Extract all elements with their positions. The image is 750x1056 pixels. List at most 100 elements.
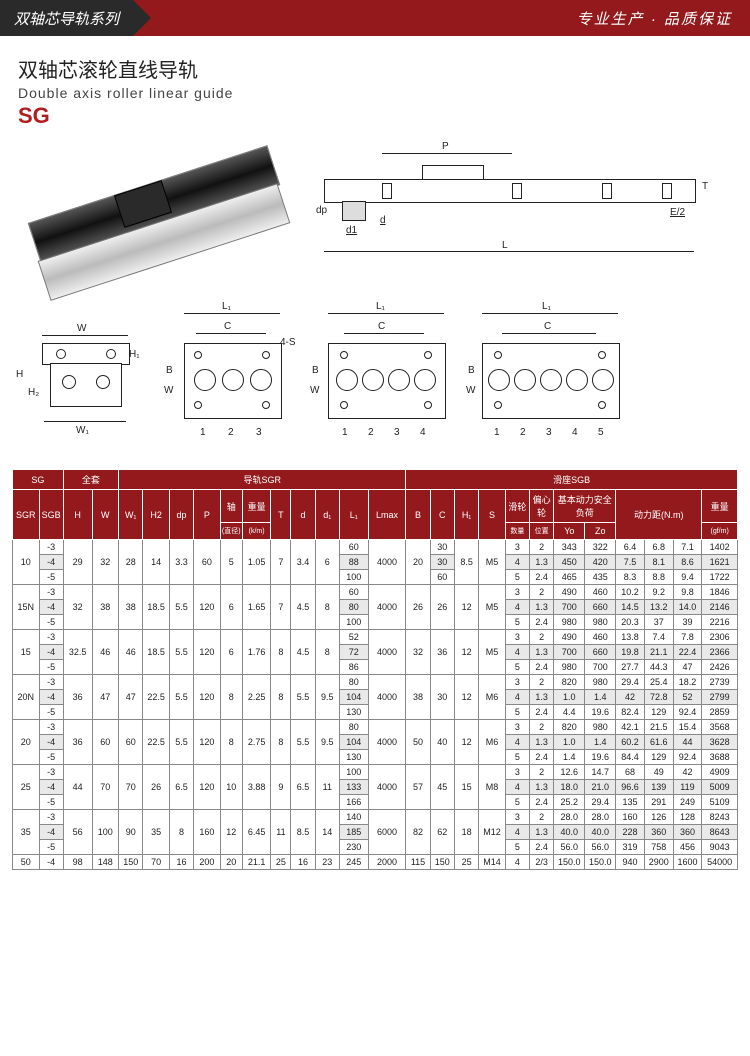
table-cell: 1.0 xyxy=(554,690,585,705)
table-cell: 12 xyxy=(454,630,478,675)
th-wt-sub: (k/m) xyxy=(242,523,271,540)
table-cell: 42 xyxy=(616,690,645,705)
table-cell: 21.1 xyxy=(644,645,673,660)
roller-num: 2 xyxy=(368,427,374,438)
table-cell: 9.5 xyxy=(315,720,339,765)
table-cell: 25 xyxy=(13,765,40,810)
roller-num: 4 xyxy=(572,427,578,438)
table-cell: 8243 xyxy=(702,810,738,825)
table-cell: 11 xyxy=(315,765,339,810)
table-cell: 6 xyxy=(220,630,242,675)
table-cell: 20N xyxy=(13,675,40,720)
table-cell: 15N xyxy=(13,585,40,630)
table-cell: 2366 xyxy=(702,645,738,660)
dim-P: P xyxy=(442,141,449,152)
table-cell: M14 xyxy=(479,855,506,870)
table-cell: 26 xyxy=(143,765,170,810)
side-view-diagram: P T dp d1 d E/2 L xyxy=(312,143,732,293)
table-cell: 26 xyxy=(406,585,430,630)
table-cell: 28.0 xyxy=(554,810,585,825)
table-cell: 150 xyxy=(430,855,454,870)
table-cell: 4 xyxy=(505,855,529,870)
table-cell: 15 xyxy=(454,765,478,810)
dim-C-4: C xyxy=(378,321,385,332)
table-cell: 25 xyxy=(454,855,478,870)
table-cell: 5 xyxy=(505,705,529,720)
table-cell: 700 xyxy=(554,600,585,615)
table-cell: 3568 xyxy=(702,720,738,735)
table-cell: 100 xyxy=(339,615,368,630)
table-cell: 28 xyxy=(119,540,143,585)
table-cell: 2000 xyxy=(368,855,406,870)
table-cell: 3628 xyxy=(702,735,738,750)
th-rl-sub: 数量 xyxy=(505,523,529,540)
th-rl-t: 滑轮 xyxy=(505,490,529,523)
table-cell: 1.3 xyxy=(530,555,554,570)
th-sg: SG xyxy=(13,470,64,490)
table-cell: 12 xyxy=(454,585,478,630)
table-cell: -4 xyxy=(39,780,63,795)
table-cell: -5 xyxy=(39,795,63,810)
table-cell: 4 xyxy=(505,780,529,795)
table-cell: 1.4 xyxy=(585,690,616,705)
table-cell: 1.3 xyxy=(530,600,554,615)
table-cell: 14 xyxy=(143,540,170,585)
table-cell: 61.6 xyxy=(644,735,673,750)
table-cell: 18.2 xyxy=(673,675,702,690)
table-cell: 16 xyxy=(169,855,193,870)
th-P: P xyxy=(194,490,221,540)
table-cell: 19.6 xyxy=(585,705,616,720)
roller-num: 4 xyxy=(420,427,426,438)
roller-num: 3 xyxy=(256,427,262,438)
table-cell: -3 xyxy=(39,540,63,555)
table-cell: 2.75 xyxy=(242,720,271,765)
table-cell: 46 xyxy=(92,630,119,675)
table-cell: M5 xyxy=(479,540,506,585)
table-cell: 26 xyxy=(430,585,454,630)
table-cell: 36 xyxy=(63,675,92,720)
table-cell: 2 xyxy=(530,585,554,600)
th-B: B xyxy=(406,490,430,540)
table-cell: 86 xyxy=(339,660,368,675)
table-cell: 9.8 xyxy=(673,585,702,600)
block-diagram-4: L₁ C B W 1 2 3 4 xyxy=(310,301,460,461)
table-cell: M5 xyxy=(479,585,506,630)
table-cell: 1.3 xyxy=(530,825,554,840)
table-cell: 660 xyxy=(585,645,616,660)
dim-L1-4: L₁ xyxy=(376,301,385,312)
table-cell: 230 xyxy=(339,840,368,855)
table-cell: 2.25 xyxy=(242,675,271,720)
table-cell: 160 xyxy=(194,810,221,855)
product-photo xyxy=(18,143,298,293)
table-body: 10-3293228143.36051.0573.4660400020308.5… xyxy=(13,540,738,870)
dim-W1: W₁ xyxy=(76,425,89,436)
table-cell: 2146 xyxy=(702,600,738,615)
table-cell: 80 xyxy=(339,675,368,690)
table-cell: 62 xyxy=(430,810,454,855)
table-cell: 54000 xyxy=(702,855,738,870)
table-cell: 44.3 xyxy=(644,660,673,675)
table-cell: M12 xyxy=(479,810,506,855)
table-cell: 5.5 xyxy=(169,585,193,630)
table-cell: 10 xyxy=(13,540,40,585)
table-cell: 9.5 xyxy=(315,675,339,720)
table-cell: 57 xyxy=(406,765,430,810)
table-row: 20N-336474722.55.512082.2585.59.58040003… xyxy=(13,675,738,690)
diagram-row-top: P T dp d1 d E/2 L xyxy=(0,135,750,297)
table-cell: -4 xyxy=(39,690,63,705)
table-cell: 150.0 xyxy=(554,855,585,870)
table-cell: 2.4 xyxy=(530,750,554,765)
table-cell: 8.8 xyxy=(644,570,673,585)
table-cell: 82.4 xyxy=(616,705,645,720)
table-cell: 30 xyxy=(430,555,454,570)
title-chinese: 双轴芯滚轮直线导轨 xyxy=(18,54,732,83)
table-cell: 5.5 xyxy=(291,675,315,720)
dim-H: H xyxy=(16,369,23,380)
table-cell: 40 xyxy=(430,720,454,765)
table-cell: 5109 xyxy=(702,795,738,810)
table-cell: 6 xyxy=(220,585,242,630)
table-cell: 1.05 xyxy=(242,540,271,585)
table-cell: 6.5 xyxy=(291,765,315,810)
table-cell: 460 xyxy=(585,585,616,600)
table-cell: 8 xyxy=(220,675,242,720)
